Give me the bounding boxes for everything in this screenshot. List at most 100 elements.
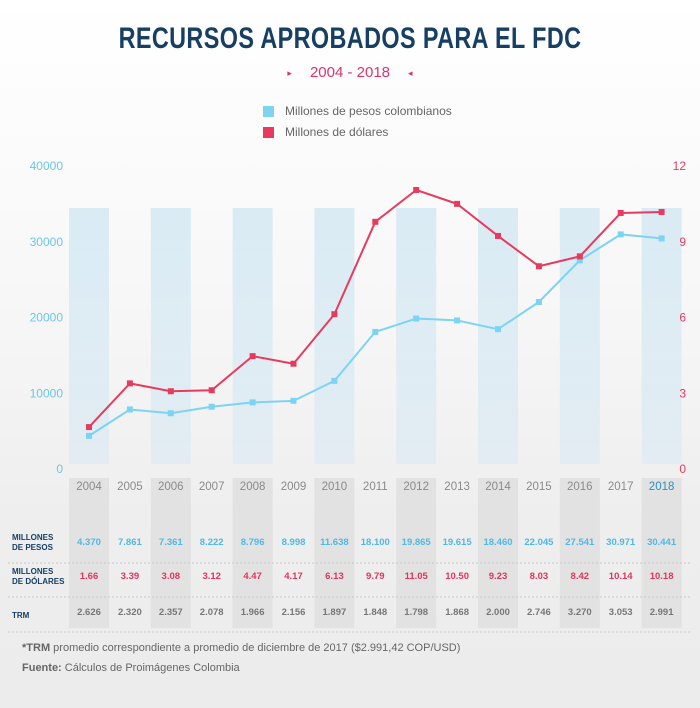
x-tick-label: 2016 [567,481,593,493]
table-cell: 1.868 [445,607,469,618]
table-cell: 22.045 [524,537,554,548]
dolares-point-2009 [290,360,297,367]
table-cell: 1.897 [323,607,347,618]
source-note: Fuente: Cálculos de Proimágenes Colombia [22,662,240,674]
x-tick-label: 2010 [322,481,348,493]
row-label-line: DE PESOS [12,543,53,552]
source-label: Fuente: [22,662,62,674]
trm-footnote-text: promedio correspondiente a promedio de d… [50,642,461,654]
table-cell: 2.156 [282,607,306,618]
right-tick-label: 9 [679,235,686,249]
dolares-point-2004 [86,424,92,431]
table-cell: 4.17 [284,571,303,582]
pesos-point-2004 [86,432,92,439]
row-label-line: TRM [12,611,30,620]
dolares-point-2013 [454,200,461,207]
table-cell: 2.078 [200,607,224,618]
year-band-2008 [232,208,273,464]
pesos-point-2005 [126,406,133,413]
x-axis: 2004 2005 2006 2007 2008 2009 2010 2011 2012 2013… [76,481,674,493]
left-axis: 0 10000 20000 30000 40000 [30,159,64,476]
table-cell: 19.615 [443,537,473,548]
table-cell: 30.441 [647,537,677,548]
legend-label-pesos: Millones de pesos colombianos [285,104,452,118]
table-cell: 2.746 [527,607,551,618]
table-band-2006 [150,478,191,628]
table-cell: 7.361 [159,537,183,548]
dolares-point-2010 [331,311,338,318]
table-cell: 4.47 [243,571,262,582]
table-cell: 18.460 [483,537,512,548]
table-cell: 6.13 [325,571,344,582]
left-tick-label: 40000 [30,159,64,173]
table-cell: 2.357 [159,607,183,618]
trm-footnote-prefix: *TRM [22,642,51,654]
pesos-point-2008 [249,399,256,406]
row-label-line: DE DÓLARES [12,577,65,586]
right-tick-label: 12 [673,159,687,173]
year-bands [69,208,682,464]
dolares-point-2005 [126,380,133,387]
table-cell: 3.08 [162,571,181,582]
year-band-2010 [314,208,355,464]
table-cell: 3.12 [202,571,221,582]
table-cell: 7.861 [118,537,142,548]
table-cell: 8.796 [241,537,265,548]
table-cell: 3.39 [121,571,140,582]
right-axis: 0 3 6 9 12 [673,159,687,476]
dolares-point-2016 [576,253,583,260]
x-tick-label: 2009 [281,481,307,493]
right-tick-label: 0 [679,462,686,476]
year-band-2016 [559,208,600,464]
dolares-point-2015 [535,263,542,270]
data-table: 4.370 7.861 7.361 8.222 8.796 8.998 11.638 18.1… [8,537,690,633]
table-cell: 18.100 [361,537,390,548]
pesos-point-2012 [413,315,420,322]
table-cell: 8.42 [571,571,590,582]
year-band-2004 [69,208,109,464]
legend-item-pesos: Millones de pesos colombianos [263,101,452,121]
pesos-point-2017 [617,231,624,238]
left-tick-label: 0 [56,462,63,476]
year-band-2012 [396,208,437,464]
x-tick-label: 2004 [76,481,102,493]
dolares-point-2018 [658,208,665,215]
legend: Millones de pesos colombianos Millones d… [263,101,452,143]
table-cell: 2.320 [118,607,142,618]
row-label: MILLONES DE PESOS [12,533,53,553]
row-label: TRM [12,611,29,621]
pesos-point-2015 [535,299,542,306]
table-cell: 2.991 [650,607,674,618]
dolares-point-2008 [249,353,256,360]
x-tick-label: 2013 [444,481,470,493]
right-tick-label: 6 [679,311,686,325]
pesos-point-2013 [454,317,461,324]
table-cell: 3.053 [609,607,633,618]
table-band-2010 [314,478,355,628]
legend-swatch-dolares [263,126,274,138]
table-cell: 1.966 [241,607,265,618]
table-band-2012 [396,478,437,628]
x-tick-label: 2017 [608,481,634,493]
legend-item-dolares: Millones de dólares [263,122,452,142]
table-band-2016 [559,478,600,628]
table-cell: 10.14 [609,571,633,582]
left-triangle-icon: ▸ [287,68,292,78]
pesos-point-2016 [576,257,583,264]
source-text: Cálculos de Proimágenes Colombia [61,662,240,674]
dolares-point-2014 [495,232,501,239]
x-tick-label: 2011 [363,481,388,493]
chart-subtitle: ▸ 2004 - 2018 ◂ [0,64,700,81]
table-cell: 3.270 [568,607,592,618]
table-cell: 30.971 [606,537,636,548]
table-cell: 1.848 [363,607,387,618]
x-tick-label: 2007 [199,481,225,493]
table-band-2008 [232,478,273,628]
table-cell: 4.370 [77,537,101,548]
dolares-point-2017 [617,209,624,216]
legend-swatch-pesos [263,105,274,117]
x-tick-label: 2014 [485,481,511,493]
table-band-2018 [641,478,682,628]
series-markers [86,186,665,439]
